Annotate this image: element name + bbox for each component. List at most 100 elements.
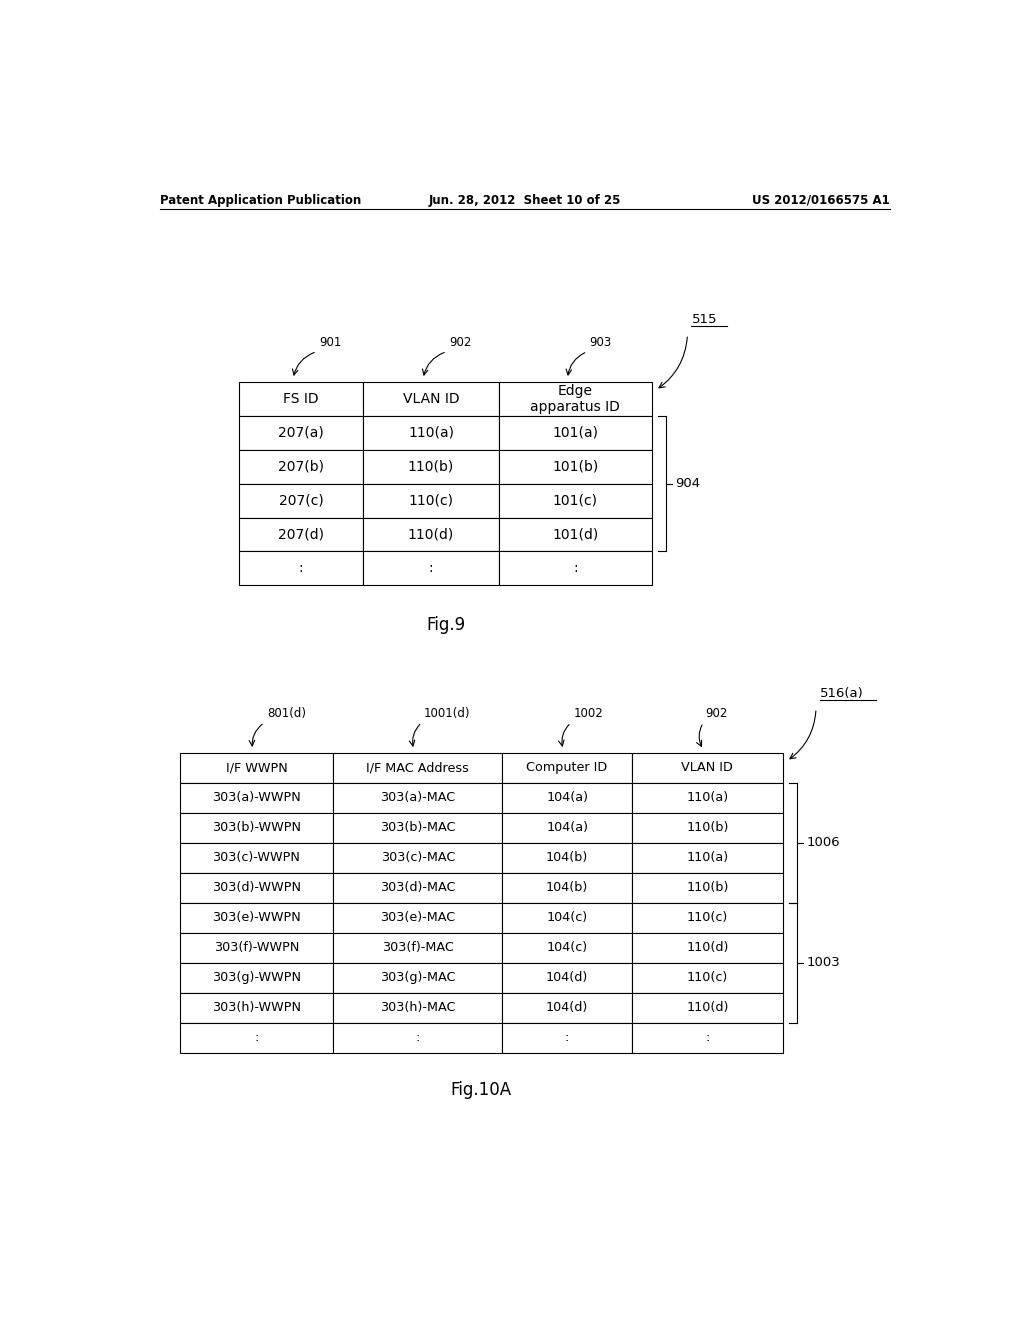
Bar [334, 1023, 502, 1053]
Bar [362, 483, 499, 517]
Text: Jun. 28, 2012  Sheet 10 of 25: Jun. 28, 2012 Sheet 10 of 25 [429, 194, 621, 207]
Bar [334, 962, 502, 993]
Bar [334, 843, 502, 873]
Text: 104(c): 104(c) [547, 941, 588, 954]
Text: 515: 515 [691, 313, 717, 326]
Text: 303(d)-MAC: 303(d)-MAC [380, 882, 456, 895]
Bar [240, 450, 362, 483]
Text: 1006: 1006 [807, 837, 840, 850]
Bar [334, 993, 502, 1023]
Bar [362, 381, 499, 416]
Text: :: : [416, 1031, 420, 1044]
Text: FS ID: FS ID [284, 392, 318, 407]
Bar [362, 416, 499, 450]
Text: 303(e)-WWPN: 303(e)-WWPN [212, 911, 301, 924]
Bar [179, 1023, 334, 1053]
Text: 110(c): 110(c) [409, 494, 454, 508]
Text: US 2012/0166575 A1: US 2012/0166575 A1 [752, 194, 890, 207]
Bar [502, 813, 632, 843]
Bar [334, 933, 502, 962]
Text: 303(a)-WWPN: 303(a)-WWPN [212, 792, 301, 804]
Text: 101(d): 101(d) [552, 528, 599, 541]
Bar [502, 873, 632, 903]
Text: :: : [429, 561, 433, 576]
Text: 110(a): 110(a) [408, 426, 454, 440]
Text: 110(d): 110(d) [686, 1002, 728, 1014]
Bar [240, 517, 362, 552]
Text: 303(g)-MAC: 303(g)-MAC [380, 972, 456, 985]
Bar [632, 903, 782, 933]
Bar [334, 903, 502, 933]
Bar [632, 962, 782, 993]
Bar [499, 416, 652, 450]
Bar [502, 1023, 632, 1053]
Bar [240, 381, 362, 416]
Text: :: : [565, 1031, 569, 1044]
Bar [502, 993, 632, 1023]
Bar [334, 752, 502, 783]
Text: 901: 901 [319, 337, 342, 350]
Bar [179, 752, 334, 783]
Text: Edge
apparatus ID: Edge apparatus ID [530, 384, 621, 414]
Bar [502, 783, 632, 813]
Text: :: : [573, 561, 578, 576]
Bar [632, 993, 782, 1023]
Bar [499, 450, 652, 483]
Text: 101(a): 101(a) [552, 426, 598, 440]
Text: 110(d): 110(d) [686, 941, 728, 954]
Text: 207(c): 207(c) [279, 494, 324, 508]
Bar [499, 483, 652, 517]
Bar [362, 517, 499, 552]
Text: Patent Application Publication: Patent Application Publication [160, 194, 361, 207]
Bar [179, 873, 334, 903]
Text: 110(c): 110(c) [687, 911, 728, 924]
Text: 104(d): 104(d) [546, 1002, 588, 1014]
Text: 101(c): 101(c) [553, 494, 598, 508]
Bar [499, 552, 652, 585]
Text: :: : [254, 1031, 259, 1044]
Text: 104(b): 104(b) [546, 882, 588, 895]
Text: 110(d): 110(d) [408, 528, 454, 541]
Text: 1003: 1003 [807, 957, 841, 969]
Bar [240, 552, 362, 585]
Bar [179, 783, 334, 813]
Text: 303(c)-MAC: 303(c)-MAC [381, 851, 455, 865]
Text: Fig.10A: Fig.10A [451, 1081, 512, 1100]
Bar [502, 843, 632, 873]
Bar [499, 381, 652, 416]
Text: 303(f)-WWPN: 303(f)-WWPN [214, 941, 299, 954]
Text: 1002: 1002 [573, 708, 603, 721]
Text: 303(a)-MAC: 303(a)-MAC [380, 792, 456, 804]
Bar [632, 843, 782, 873]
Text: 303(g)-WWPN: 303(g)-WWPN [212, 972, 301, 985]
Bar [179, 962, 334, 993]
Bar [334, 873, 502, 903]
Text: 207(d): 207(d) [278, 528, 324, 541]
Bar [179, 993, 334, 1023]
Text: 110(b): 110(b) [686, 821, 728, 834]
Text: 104(b): 104(b) [546, 851, 588, 865]
Text: 303(b)-MAC: 303(b)-MAC [380, 821, 456, 834]
Text: 303(e)-MAC: 303(e)-MAC [380, 911, 456, 924]
Text: VLAN ID: VLAN ID [681, 762, 733, 775]
Text: 104(a): 104(a) [546, 792, 588, 804]
Text: 903: 903 [590, 337, 612, 350]
Bar [502, 933, 632, 962]
Text: :: : [299, 561, 303, 576]
Bar [179, 813, 334, 843]
Bar [362, 552, 499, 585]
Bar [334, 783, 502, 813]
Text: 104(a): 104(a) [546, 821, 588, 834]
Text: 110(c): 110(c) [687, 972, 728, 985]
Bar [179, 903, 334, 933]
Text: 1001(d): 1001(d) [424, 708, 471, 721]
Bar [502, 752, 632, 783]
Bar [632, 783, 782, 813]
Text: 516(a): 516(a) [820, 688, 864, 700]
Bar [632, 873, 782, 903]
Bar [632, 752, 782, 783]
Bar [179, 933, 334, 962]
Bar [362, 450, 499, 483]
Text: 303(d)-WWPN: 303(d)-WWPN [212, 882, 301, 895]
Bar [240, 416, 362, 450]
